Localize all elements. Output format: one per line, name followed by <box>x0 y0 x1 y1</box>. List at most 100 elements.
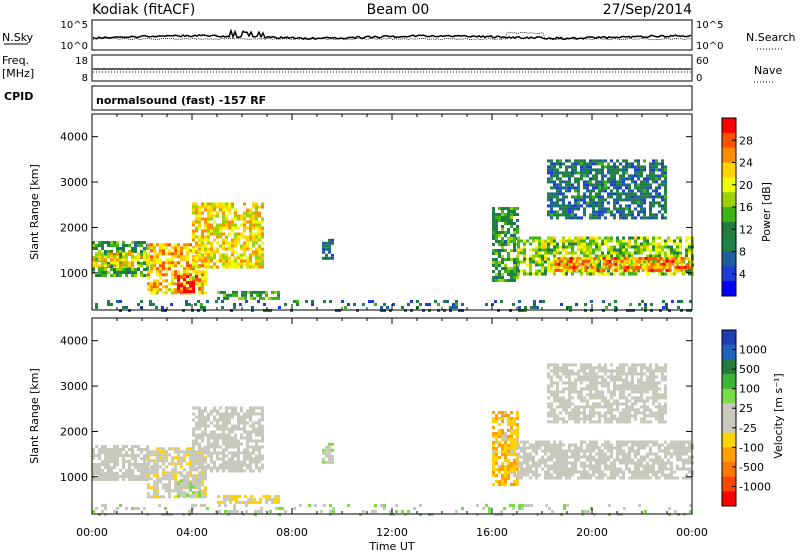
velocity-cell <box>116 460 119 463</box>
velocity-cell <box>586 446 589 450</box>
power-cell <box>195 252 198 256</box>
power-cell <box>685 239 688 243</box>
power-cell <box>688 245 691 249</box>
power-cell <box>195 275 198 279</box>
power-cell <box>234 217 237 221</box>
velocity-cell <box>192 477 195 481</box>
velocity-cell <box>516 441 519 444</box>
velocity-cell <box>532 449 535 453</box>
velocity-cell <box>252 451 255 455</box>
velocity-cell <box>98 448 101 451</box>
velocity-cell <box>347 504 350 507</box>
power-cell <box>619 254 622 258</box>
velocity-cell <box>565 387 568 391</box>
power-colorbar-label: Power [dB] <box>760 182 773 242</box>
velocity-cell <box>249 439 252 443</box>
velocity-cell <box>219 412 222 416</box>
velocity-cell <box>198 448 201 452</box>
velocity-cell <box>189 494 192 498</box>
power-cell <box>234 223 237 227</box>
power-cell <box>634 168 637 172</box>
velocity-cell <box>219 424 222 428</box>
power-cell <box>101 247 104 250</box>
velocity-cell <box>143 507 146 510</box>
power-colorbar-segment <box>722 221 736 238</box>
velocity-cell <box>329 504 332 507</box>
power-cell <box>498 249 501 252</box>
power-cell <box>232 293 235 297</box>
power-cell <box>207 253 210 257</box>
velocity-cell <box>495 462 498 465</box>
velocity-cell <box>125 469 128 472</box>
velocity-cell <box>228 436 231 440</box>
power-cell <box>256 293 259 297</box>
velocity-cell <box>231 442 234 446</box>
power-cell <box>547 248 550 252</box>
power-cell <box>119 256 122 259</box>
velocity-cell <box>237 439 240 443</box>
velocity-cell <box>628 458 631 462</box>
power-cell <box>147 261 150 265</box>
power-cell <box>574 236 577 240</box>
power-cell <box>119 268 122 271</box>
velocity-cell <box>652 399 655 403</box>
velocity-cell <box>628 446 631 450</box>
velocity-cell <box>583 467 586 471</box>
power-cell <box>222 232 225 236</box>
velocity-cell <box>604 399 607 403</box>
velocity-cell <box>98 475 101 478</box>
power-cell <box>574 165 577 169</box>
date-title: 27/Sep/2014 <box>603 2 692 18</box>
power-cell <box>590 256 594 260</box>
power-cell <box>562 174 565 178</box>
power-cell <box>589 183 592 187</box>
velocity-cell <box>586 449 589 453</box>
power-cell <box>631 174 634 178</box>
power-cell <box>198 235 201 239</box>
velocity-cell <box>640 366 643 370</box>
velocity-cell <box>628 366 631 370</box>
velocity-cell <box>559 369 562 373</box>
velocity-cell <box>255 439 258 443</box>
power-cell <box>392 303 395 306</box>
velocity-cell <box>265 500 268 504</box>
power-cell <box>607 254 610 258</box>
velocity-cell <box>649 420 652 424</box>
velocity-cell <box>610 476 613 480</box>
velocity-cell <box>258 418 261 422</box>
velocity-cell <box>195 466 198 470</box>
power-cell <box>216 241 219 245</box>
power-cell <box>526 239 529 243</box>
power-cell <box>541 257 544 261</box>
power-cell <box>523 242 526 246</box>
power-cell <box>210 214 213 218</box>
velocity-cell <box>643 366 646 370</box>
velocity-cell <box>625 381 628 385</box>
power-cell <box>512 303 515 306</box>
power-cell <box>538 272 541 276</box>
velocity-cell <box>243 427 246 431</box>
power-cell <box>255 208 258 212</box>
velocity-cell <box>507 462 510 465</box>
power-cell <box>513 210 516 213</box>
power-cell <box>231 223 234 227</box>
power-cell <box>174 261 177 265</box>
power-cell <box>207 232 210 236</box>
power-cell <box>237 217 240 221</box>
power-cell <box>517 239 520 243</box>
velocity-cell <box>207 412 210 416</box>
power-cell <box>210 211 213 215</box>
power-cell <box>634 192 637 196</box>
power-cell <box>685 245 688 249</box>
power-cell <box>147 255 150 259</box>
power-cell <box>643 192 646 196</box>
power-cell <box>655 174 658 178</box>
power-cell <box>566 265 570 269</box>
power-cell <box>607 269 610 273</box>
velocity-cell <box>204 486 207 490</box>
velocity-cell <box>225 439 228 443</box>
velocity-cell <box>664 405 667 409</box>
power-cell <box>492 213 495 216</box>
power-cell <box>501 273 504 276</box>
velocity-cell <box>655 443 658 447</box>
